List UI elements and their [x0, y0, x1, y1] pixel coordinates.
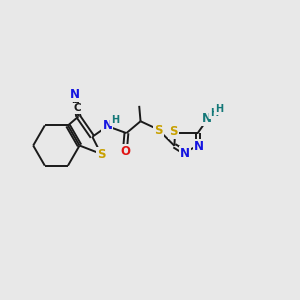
Text: S: S [97, 148, 106, 161]
Text: C: C [73, 103, 81, 113]
Text: O: O [120, 145, 130, 158]
Text: H: H [215, 104, 223, 114]
Text: N: N [180, 147, 190, 160]
Text: N: N [102, 118, 112, 131]
Text: H: H [210, 109, 218, 118]
Text: N: N [202, 112, 212, 125]
Text: S: S [169, 125, 178, 138]
Text: N: N [194, 140, 204, 153]
Text: N: N [70, 88, 80, 101]
Text: H: H [111, 115, 119, 125]
Text: S: S [154, 124, 163, 136]
